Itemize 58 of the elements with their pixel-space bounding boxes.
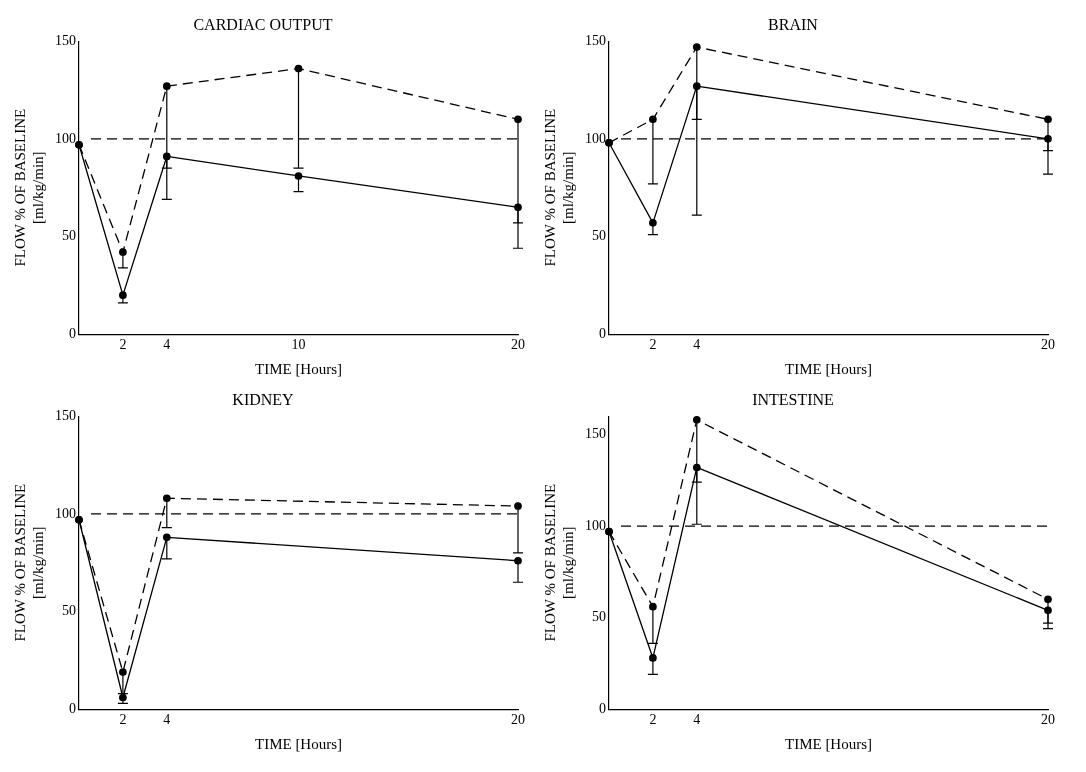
y-tick-label: 100 <box>585 517 606 533</box>
y-tick-label: 150 <box>55 407 76 423</box>
x-tick-label: 2 <box>649 712 657 728</box>
point <box>692 416 701 424</box>
x-axis-title: TIME [Hours] <box>254 360 343 377</box>
point <box>119 668 127 676</box>
point <box>649 654 657 662</box>
point <box>294 172 303 180</box>
y-tick-label: 50 <box>62 603 76 619</box>
y-axis-title: FLOW % OF BASELINE [ml/kg/min] <box>11 483 46 642</box>
point <box>162 82 171 90</box>
point <box>162 152 171 161</box>
point <box>649 602 657 611</box>
y-tick-label: 0 <box>69 700 76 716</box>
x-tick-label: 20 <box>1041 337 1055 353</box>
y-tick-label: 100 <box>55 505 76 521</box>
y-tick-label: 150 <box>585 426 606 442</box>
y-tick-label: 50 <box>592 228 606 244</box>
x-tick-label: 4 <box>163 712 171 728</box>
y-tick-label: 50 <box>592 609 606 625</box>
x-tick-label: 20 <box>511 337 525 353</box>
point <box>649 219 657 227</box>
y-tick-label: 50 <box>62 228 76 244</box>
x-tick-label: 2 <box>119 337 127 353</box>
chart-title: BRAIN <box>768 15 819 33</box>
y-axis-title: FLOW % OF BASELINE [ml/kg/min] <box>11 108 46 267</box>
point <box>692 43 701 51</box>
point <box>514 502 522 510</box>
y-tick-label: 0 <box>599 325 606 341</box>
point <box>692 82 701 90</box>
point <box>119 291 127 299</box>
x-tick-label: 10 <box>291 337 306 353</box>
chart-title: CARDIAC OUTPUT <box>193 15 333 33</box>
y-tick-label: 0 <box>599 700 606 716</box>
y-tick-label: 100 <box>585 130 606 146</box>
y-axis-title: FLOW % OF BASELINE [ml/kg/min] <box>541 483 576 642</box>
x-tick-label: 20 <box>1041 712 1055 728</box>
x-axis-title: TIME [Hours] <box>784 735 873 752</box>
point <box>119 248 127 257</box>
x-axis-title: TIME [Hours] <box>784 360 873 377</box>
x-axis-title: TIME [Hours] <box>254 735 343 752</box>
x-tick-label: 4 <box>163 337 171 353</box>
point <box>294 64 303 73</box>
chart-title: KIDNEY <box>232 390 295 408</box>
x-tick-label: 2 <box>119 712 127 728</box>
y-tick-label: 100 <box>55 130 76 146</box>
x-tick-label: 2 <box>649 337 657 353</box>
y-tick-label: 0 <box>69 325 76 341</box>
point <box>162 533 171 542</box>
x-tick-label: 20 <box>511 712 525 728</box>
x-tick-label: 4 <box>693 712 701 728</box>
point <box>162 494 171 503</box>
point <box>514 556 522 565</box>
y-tick-label: 150 <box>55 32 76 48</box>
y-axis-title: FLOW % OF BASELINE [ml/kg/min] <box>541 108 576 267</box>
chart-title: INTESTINE <box>752 390 834 408</box>
y-tick-label: 150 <box>585 32 606 48</box>
x-tick-label: 4 <box>693 337 701 353</box>
